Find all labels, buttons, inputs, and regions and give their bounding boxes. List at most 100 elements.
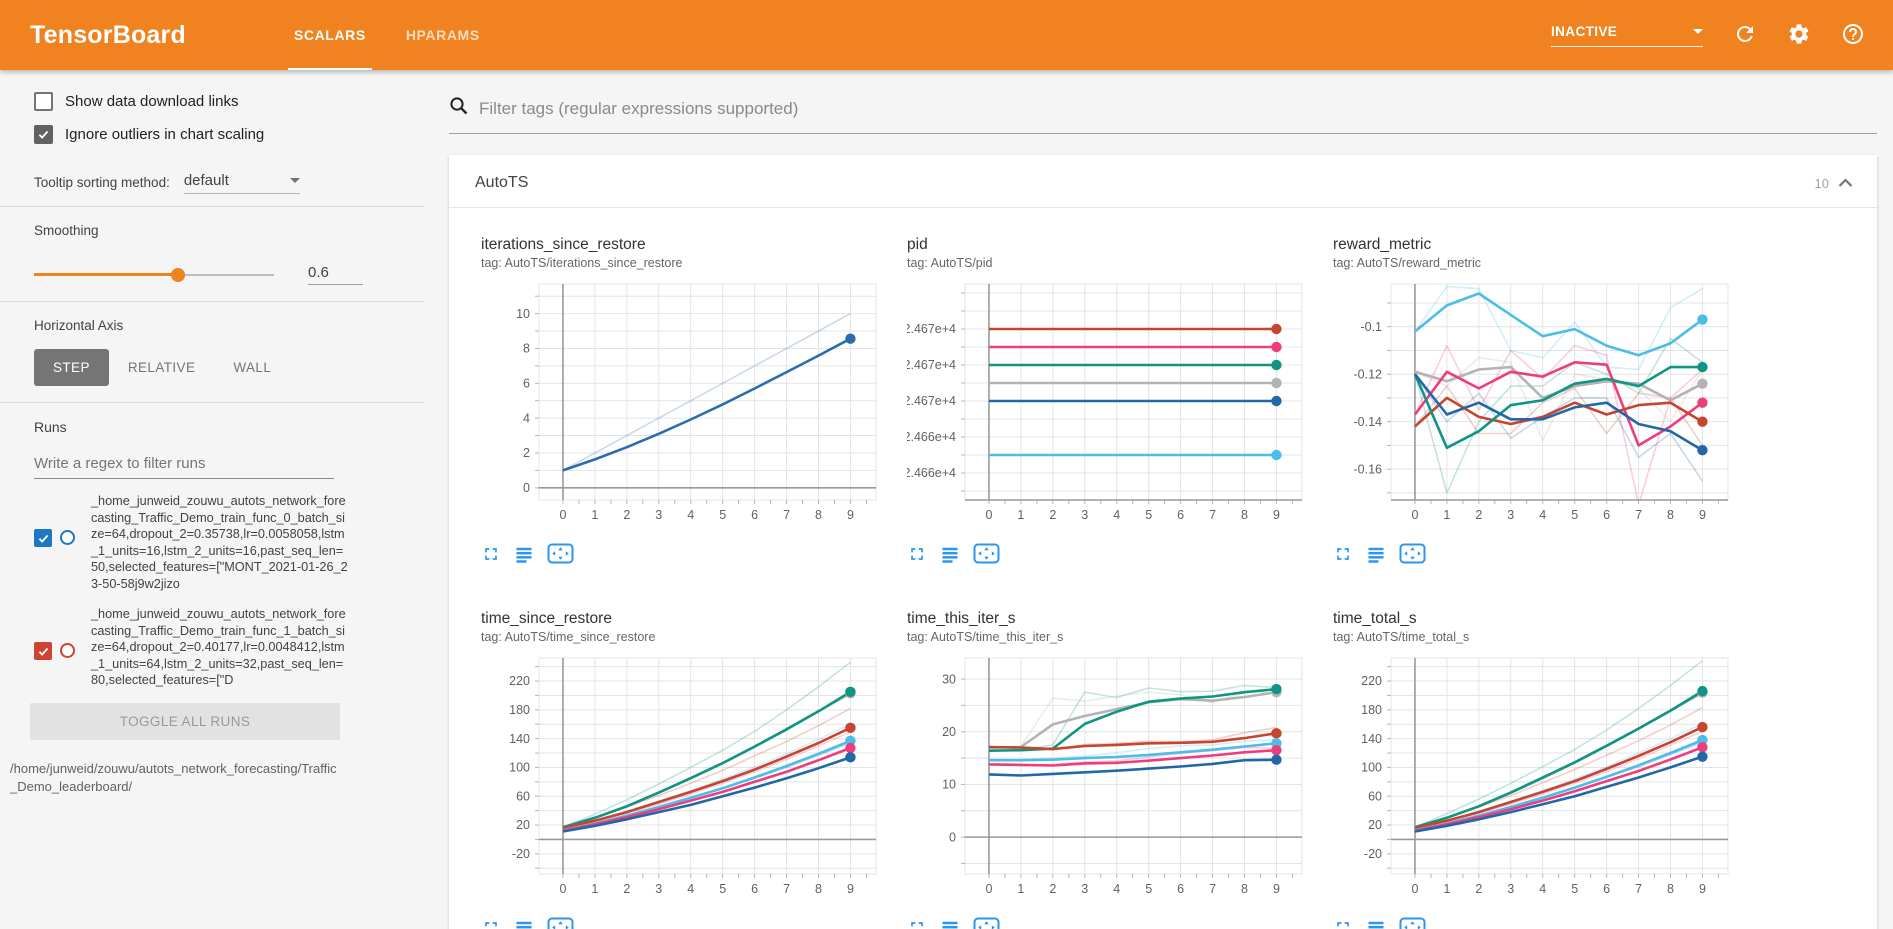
svg-text:0: 0 <box>559 882 566 896</box>
svg-text:9: 9 <box>1699 508 1706 522</box>
svg-text:4: 4 <box>523 411 530 425</box>
axis-button-step[interactable]: STEP <box>34 349 109 386</box>
smoothing-value[interactable]: 0.6 <box>308 264 363 285</box>
svg-text:2.467e+4: 2.467e+4 <box>907 322 956 336</box>
pan-zoom-icon[interactable] <box>973 917 1000 929</box>
expand-chart-icon[interactable] <box>1333 918 1353 929</box>
run-item: _home_junweid_zouwu_autots_network_forec… <box>34 493 425 592</box>
option-row[interactable]: Ignore outliers in chart scaling <box>0 125 425 144</box>
expand-chart-icon[interactable] <box>481 918 501 929</box>
chart-actions <box>907 543 1319 564</box>
checkbox-unchecked-icon[interactable] <box>34 92 53 111</box>
chart-grid: iterations_since_restore tag: AutoTS/ite… <box>449 208 1877 929</box>
chart-title: pid <box>907 236 928 253</box>
divider <box>0 206 425 207</box>
expand-chart-icon[interactable] <box>481 544 501 564</box>
run-checkbox[interactable] <box>34 642 52 660</box>
svg-text:9: 9 <box>847 508 854 522</box>
chart-actions <box>1333 917 1745 929</box>
pan-zoom-icon[interactable] <box>547 917 574 929</box>
svg-text:9: 9 <box>1699 882 1706 896</box>
main-content: AutoTS 10 iterations_since_restore tag: … <box>425 70 1893 929</box>
pan-zoom-icon[interactable] <box>973 543 1000 564</box>
checkbox-checked-icon[interactable] <box>34 125 53 144</box>
settings-button[interactable] <box>1787 22 1811 49</box>
chart-plot[interactable]: -0.1 -0.12 -0.14 -0.16 0 1 2 3 4 5 6 7 8 9 <box>1333 278 1738 530</box>
run-name[interactable]: _home_junweid_zouwu_autots_network_forec… <box>91 494 348 591</box>
tab-scalars[interactable]: SCALARS <box>274 0 386 70</box>
divider <box>0 301 425 302</box>
gear-icon <box>1787 22 1811 49</box>
run-name[interactable]: _home_junweid_zouwu_autots_network_forec… <box>91 607 346 687</box>
runs-table-icon[interactable] <box>514 918 534 929</box>
help-button[interactable] <box>1841 22 1865 49</box>
chart-plot[interactable]: 0 2 4 6 8 10 0 1 2 3 4 5 6 7 8 9 <box>481 278 886 530</box>
chart-plot[interactable]: -20 20 60 100 140 180 220 0 1 2 3 4 5 6 7 8 9 <box>1333 652 1738 904</box>
svg-text:5: 5 <box>1571 508 1578 522</box>
run-checkbox[interactable] <box>34 529 52 547</box>
svg-text:6: 6 <box>1603 882 1610 896</box>
svg-text:8: 8 <box>1241 882 1248 896</box>
slider-fill <box>34 273 178 276</box>
svg-text:2: 2 <box>523 446 530 460</box>
status-dropdown[interactable]: INACTIVE <box>1551 24 1703 47</box>
svg-text:4: 4 <box>1113 882 1120 896</box>
svg-text:10: 10 <box>516 307 530 321</box>
chevron-up-icon[interactable] <box>1838 178 1853 188</box>
tooltip-sorting-select[interactable]: default <box>183 172 300 194</box>
pan-zoom-icon[interactable] <box>1399 917 1426 929</box>
svg-text:-0.1: -0.1 <box>1360 320 1382 334</box>
axis-button-relative[interactable]: RELATIVE <box>109 349 214 386</box>
svg-text:6: 6 <box>1177 508 1184 522</box>
filter-tags-bar <box>449 96 1877 134</box>
slider-thumb[interactable] <box>171 267 185 282</box>
expand-chart-icon[interactable] <box>907 918 927 929</box>
svg-text:1: 1 <box>1017 508 1024 522</box>
toggle-all-runs-button[interactable]: TOGGLE ALL RUNS <box>30 702 340 740</box>
tab-hparams[interactable]: HPARAMS <box>405 27 480 43</box>
pan-zoom-icon[interactable] <box>547 543 574 564</box>
option-label: Ignore outliers in chart scaling <box>65 126 265 143</box>
svg-text:7: 7 <box>1209 882 1216 896</box>
chart-title: time_since_restore <box>481 610 612 627</box>
run-solo-radio[interactable] <box>60 643 75 658</box>
chart-title: time_this_iter_s <box>907 610 1016 627</box>
run-item: _home_junweid_zouwu_autots_network_forec… <box>34 606 425 689</box>
runs-filter-input[interactable] <box>34 451 334 479</box>
option-row[interactable]: Show data download links <box>0 92 425 111</box>
pan-zoom-icon[interactable] <box>1399 543 1426 564</box>
svg-text:2: 2 <box>1049 508 1056 522</box>
runs-table-icon[interactable] <box>1366 918 1386 929</box>
svg-text:9: 9 <box>1273 882 1280 896</box>
runs-table-icon[interactable] <box>514 544 534 564</box>
search-icon <box>449 96 469 121</box>
svg-text:0: 0 <box>985 508 992 522</box>
chart-plot[interactable]: 2.467e+4 2.467e+4 2.467e+4 2.466e+4 2.466e+4… <box>904 278 1312 530</box>
axis-button-wall[interactable]: WALL <box>214 349 290 386</box>
runs-table-icon[interactable] <box>940 544 960 564</box>
chart-card: iterations_since_restore tag: AutoTS/ite… <box>481 236 893 564</box>
horizontal-axis-label: Horizontal Axis <box>34 318 124 333</box>
svg-text:4: 4 <box>1539 882 1546 896</box>
svg-text:2: 2 <box>623 882 630 896</box>
chart-plot[interactable]: 0 10 20 30 0 1 2 3 4 5 6 7 8 9 <box>907 652 1312 904</box>
svg-text:2.467e+4: 2.467e+4 <box>907 358 956 372</box>
tooltip-sorting-value: default <box>183 172 229 189</box>
expand-chart-icon[interactable] <box>907 544 927 564</box>
svg-text:30: 30 <box>942 672 956 686</box>
svg-text:3: 3 <box>1081 882 1088 896</box>
refresh-button[interactable] <box>1733 22 1757 49</box>
svg-text:7: 7 <box>1209 508 1216 522</box>
chart-actions <box>481 917 893 929</box>
expand-chart-icon[interactable] <box>1333 544 1353 564</box>
filter-tags-input[interactable] <box>479 98 1877 119</box>
runs-table-icon[interactable] <box>940 918 960 929</box>
run-solo-radio[interactable] <box>60 530 75 545</box>
smoothing-slider[interactable] <box>34 267 274 282</box>
chart-title: reward_metric <box>1333 236 1432 253</box>
chart-plot[interactable]: -20 20 60 100 140 180 220 0 1 2 3 4 5 6 7 8 9 <box>481 652 886 904</box>
svg-text:10: 10 <box>942 778 956 792</box>
section-header[interactable]: AutoTS 10 <box>449 155 1877 208</box>
runs-table-icon[interactable] <box>1366 544 1386 564</box>
svg-text:9: 9 <box>847 882 854 896</box>
